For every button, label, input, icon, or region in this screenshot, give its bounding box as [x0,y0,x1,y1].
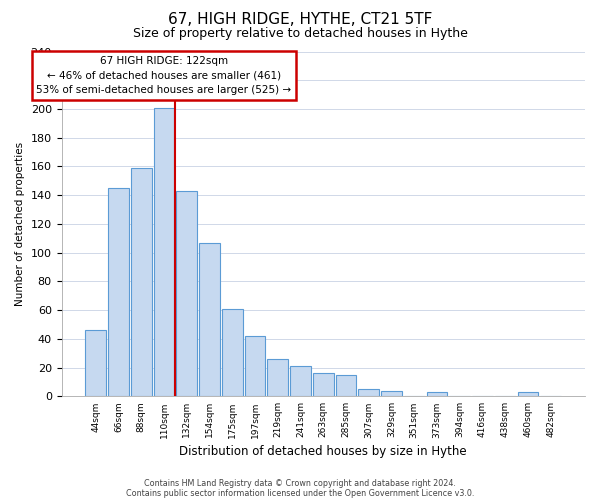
Text: Size of property relative to detached houses in Hythe: Size of property relative to detached ho… [133,28,467,40]
Text: 67, HIGH RIDGE, HYTHE, CT21 5TF: 67, HIGH RIDGE, HYTHE, CT21 5TF [168,12,432,28]
Bar [176,191,197,396]
Bar [268,359,288,397]
Bar [427,392,448,396]
Bar [518,392,538,396]
X-axis label: Distribution of detached houses by size in Hythe: Distribution of detached houses by size … [179,444,467,458]
Bar [85,330,106,396]
Text: 67 HIGH RIDGE: 122sqm
← 46% of detached houses are smaller (461)
53% of semi-det: 67 HIGH RIDGE: 122sqm ← 46% of detached … [37,56,292,96]
Bar [313,374,334,396]
Bar [245,336,265,396]
Bar [381,390,402,396]
Bar [222,308,243,396]
Bar [335,375,356,396]
Text: Contains HM Land Registry data © Crown copyright and database right 2024.: Contains HM Land Registry data © Crown c… [144,478,456,488]
Bar [131,168,152,396]
Text: Contains public sector information licensed under the Open Government Licence v3: Contains public sector information licen… [126,488,474,498]
Y-axis label: Number of detached properties: Number of detached properties [15,142,25,306]
Bar [108,188,129,396]
Bar [358,389,379,396]
Bar [154,108,175,397]
Bar [290,366,311,396]
Bar [199,242,220,396]
